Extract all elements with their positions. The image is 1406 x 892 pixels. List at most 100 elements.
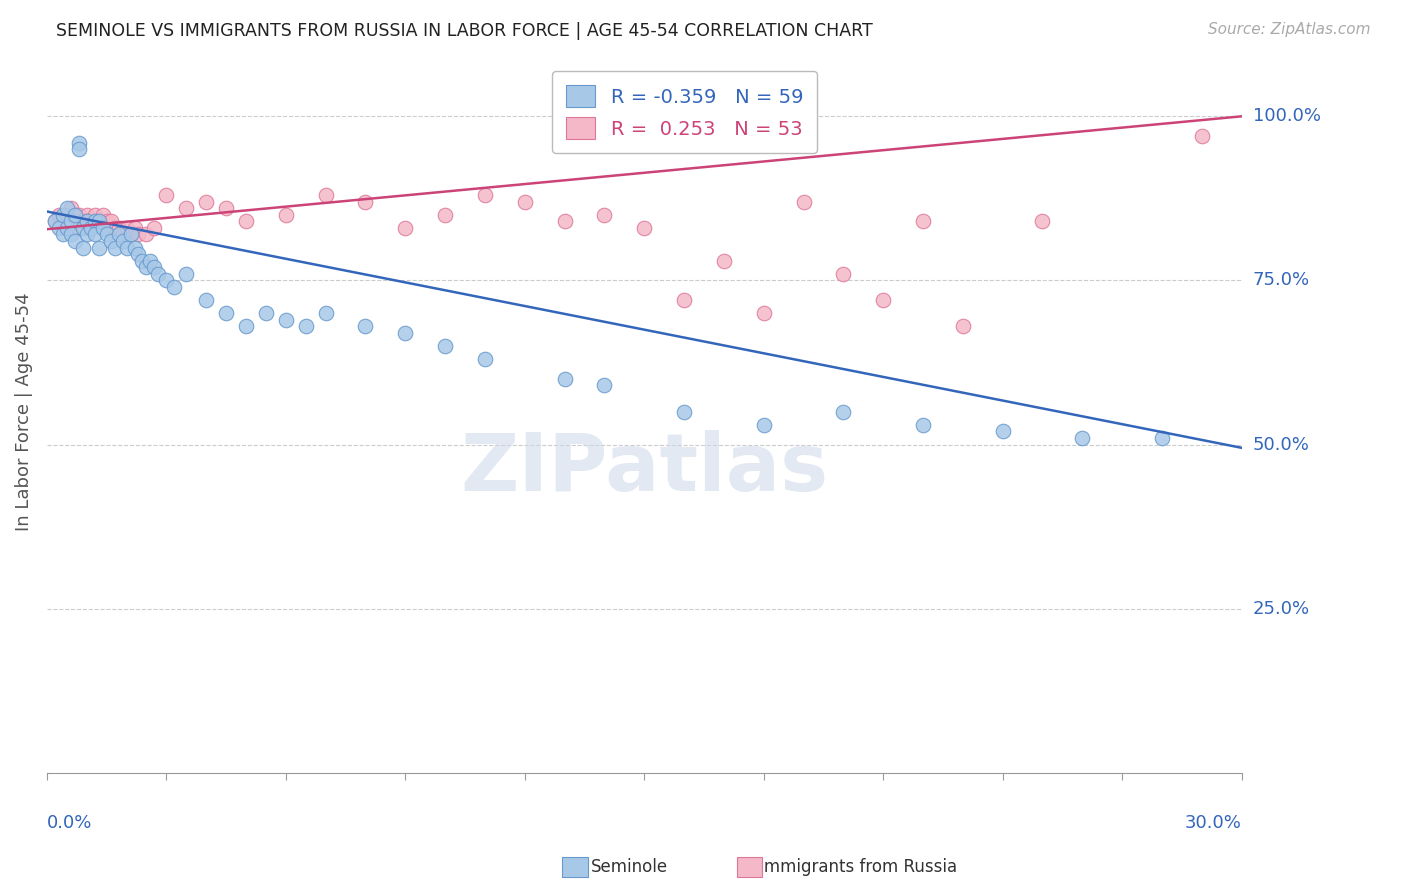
Point [135,260,157,275]
Point [135,227,157,242]
Point [52,227,75,242]
Point [63,221,86,235]
Point [274,313,297,327]
Point [1031,214,1053,228]
Point [155,273,177,287]
Point [63,234,86,248]
Point [96,214,118,228]
Text: 50.0%: 50.0% [1253,435,1309,453]
Point [752,306,775,320]
Point [174,267,197,281]
Point [215,201,238,215]
Point [44,214,66,228]
Point [554,214,576,228]
Point [872,293,894,307]
Point [80,214,103,228]
Text: Immigrants from Russia: Immigrants from Russia [759,858,957,876]
Point [76,227,98,242]
Point [100,214,122,228]
Point [80,221,103,235]
Point [67,208,90,222]
Point [315,188,337,202]
Point [83,208,105,222]
Point [87,214,110,228]
Point [91,208,114,222]
Point [195,293,218,307]
Point [354,194,377,209]
Point [713,253,735,268]
Point [83,227,105,242]
Point [96,227,118,242]
Point [832,405,855,419]
Point [83,214,105,228]
Point [354,319,377,334]
Point [48,208,70,222]
Point [991,425,1014,439]
Text: ZIPatlas: ZIPatlas [460,431,828,508]
Point [91,221,114,235]
Point [215,306,238,320]
Point [52,208,75,222]
Point [72,214,94,228]
Point [633,221,655,235]
Point [294,319,316,334]
Point [103,241,125,255]
Point [63,208,86,222]
Point [56,208,79,222]
Point [394,221,416,235]
Point [235,319,257,334]
Text: 25.0%: 25.0% [1253,599,1310,617]
Point [148,267,170,281]
Y-axis label: In Labor Force | Age 45-54: In Labor Force | Age 45-54 [15,293,32,531]
Point [124,241,146,255]
Point [56,221,79,235]
Point [72,241,94,255]
Point [673,293,696,307]
Point [752,417,775,432]
Point [793,194,815,209]
Point [143,260,166,275]
Point [163,280,186,294]
Point [67,142,90,156]
Point [63,208,86,222]
Point [44,214,66,228]
Point [911,214,934,228]
Point [115,241,138,255]
Point [131,253,153,268]
Point [513,194,536,209]
Point [434,339,457,353]
Text: 30.0%: 30.0% [1185,814,1241,832]
Point [127,227,149,242]
Point [120,227,142,242]
Point [103,221,125,235]
Point [59,227,82,242]
Point [1071,431,1094,445]
Point [474,188,496,202]
Point [832,267,855,281]
Point [434,208,457,222]
Point [195,194,218,209]
Point [115,221,138,235]
Point [100,234,122,248]
Point [56,221,79,235]
Point [911,417,934,432]
Point [1191,128,1213,143]
Point [127,247,149,261]
Point [139,253,162,268]
Point [107,221,129,235]
Text: Source: ZipAtlas.com: Source: ZipAtlas.com [1208,22,1371,37]
Text: 0.0%: 0.0% [46,814,93,832]
Point [52,214,75,228]
Point [593,378,616,392]
Point [72,221,94,235]
Text: 100.0%: 100.0% [1253,107,1320,125]
Point [1150,431,1173,445]
Point [155,188,177,202]
Legend: R = -0.359   N = 59, R =  0.253   N = 53: R = -0.359 N = 59, R = 0.253 N = 53 [553,71,817,153]
Text: Seminole: Seminole [591,858,668,876]
Point [111,234,134,248]
Point [107,227,129,242]
Point [394,326,416,340]
Text: 75.0%: 75.0% [1253,271,1310,289]
Point [474,352,496,367]
